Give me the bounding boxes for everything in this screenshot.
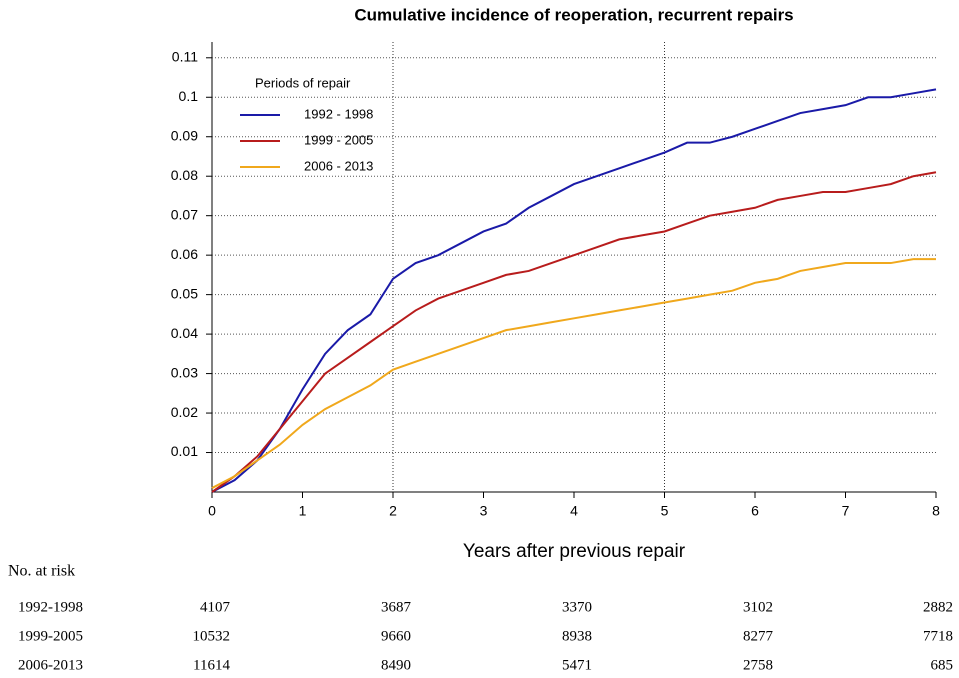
risk-value: 11614 [193,657,230,673]
y-tick-label: 0.08 [171,167,198,183]
series-line [211,258,936,489]
y-tick-label: 0.01 [171,443,198,459]
risk-table-title: No. at risk [8,563,75,580]
risk-value: 2758 [743,657,773,673]
risk-value: 3102 [743,599,773,615]
y-tick-label: 0.07 [171,206,198,222]
y-tick-label: 0.1 [179,88,199,104]
chart-title: Cumulative incidence of reoperation, rec… [354,5,793,24]
y-tick-label: 0.09 [171,127,198,143]
x-tick-label: 4 [570,503,578,519]
series-line [211,88,937,493]
legend-label: 1999 - 2005 [304,132,373,147]
risk-value: 685 [931,657,954,673]
risk-row-label: 1999-2005 [18,628,83,644]
y-tick-label: 0.05 [171,285,198,301]
y-tick-label: 0.11 [172,48,198,64]
risk-row-label: 2006-2013 [18,657,83,673]
series-line [211,171,937,493]
legend-title: Periods of repair [255,75,351,90]
y-tick-label: 0.03 [171,364,198,380]
risk-value: 7718 [923,628,953,644]
y-tick-label: 0.04 [171,325,198,341]
x-tick-label: 1 [299,503,307,519]
x-tick-label: 2 [389,503,397,519]
legend-label: 2006 - 2013 [304,158,373,173]
x-tick-label: 6 [751,503,759,519]
x-tick-label: 8 [932,503,940,519]
y-tick-label: 0.06 [171,246,198,262]
risk-value: 3370 [562,599,592,615]
risk-value: 10532 [193,628,231,644]
y-tick-label: 0.02 [171,404,198,420]
risk-value: 2882 [923,599,953,615]
risk-value: 8490 [381,657,411,673]
x-tick-label: 3 [480,503,488,519]
risk-row-label: 1992-1998 [18,599,83,615]
x-tick-label: 7 [842,503,850,519]
x-tick-label: 5 [661,503,669,519]
legend-label: 1992 - 1998 [304,106,373,121]
risk-value: 9660 [381,628,411,644]
x-axis-label: Years after previous repair [463,541,686,562]
risk-value: 8277 [743,628,774,644]
risk-value: 5471 [562,657,592,673]
risk-value: 3687 [381,599,412,615]
x-tick-label: 0 [208,503,216,519]
risk-value: 8938 [562,628,592,644]
risk-value: 4107 [200,599,231,615]
